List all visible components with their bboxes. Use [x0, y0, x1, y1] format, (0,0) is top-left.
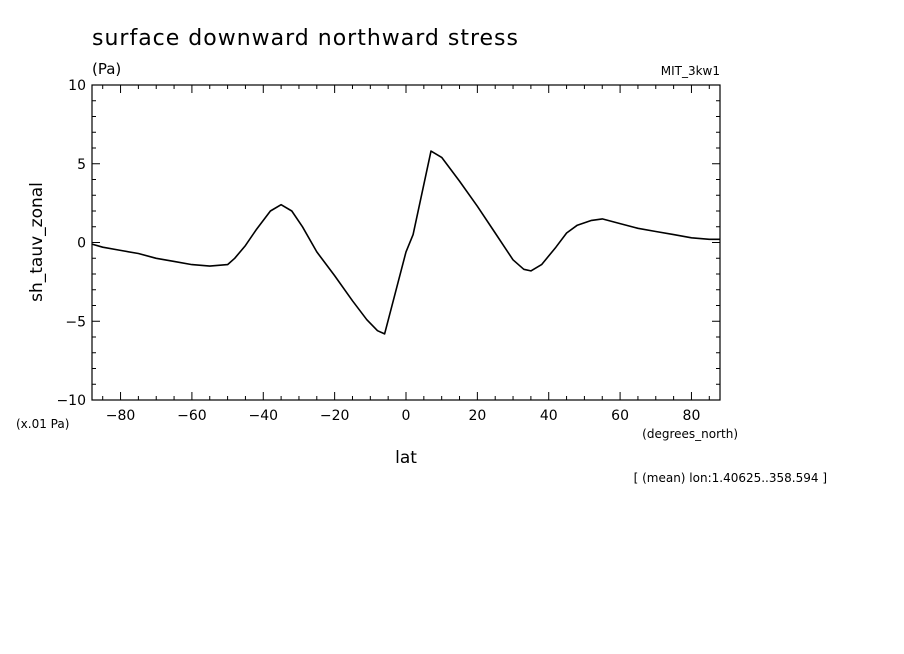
x-tick-label: 0 — [402, 408, 411, 424]
axis-ticks — [92, 84, 720, 401]
x-axis-label: lat — [395, 448, 417, 468]
x-tick-label: 40 — [540, 408, 558, 424]
y-tick-label: −10 — [56, 393, 86, 409]
y-tick-label: −5 — [65, 314, 86, 330]
scale-note: (x.01 Pa) — [16, 417, 69, 431]
model-label: MIT_3kw1 — [661, 64, 720, 78]
y-axis-label: sh_tauv_zonal — [27, 182, 47, 302]
units-label: (Pa) — [92, 60, 121, 78]
chart-title: surface downward northward stress — [92, 26, 519, 51]
x-units-label: (degrees_north) — [642, 427, 738, 441]
x-tick-label: −40 — [248, 408, 278, 424]
x-tick-label: −20 — [320, 408, 350, 424]
footnote: [ (mean) lon:1.40625..358.594 ] — [634, 471, 827, 485]
y-tick-label: 0 — [77, 236, 86, 252]
series-layer — [91, 150, 720, 335]
y-tick-label: 10 — [68, 78, 86, 94]
plot-frame — [91, 84, 721, 401]
x-tick-label: 60 — [611, 408, 629, 424]
x-tick-label: 80 — [683, 408, 701, 424]
x-tick-label: 20 — [468, 408, 486, 424]
y-tick-labels: −10 −5 0 5 10 — [56, 78, 86, 409]
y-tick-label: 5 — [77, 157, 86, 173]
x-tick-label: −60 — [177, 408, 207, 424]
x-tick-label: −80 — [106, 408, 136, 424]
series-line — [91, 150, 720, 335]
x-tick-labels: −80 −60 −40 −20 0 20 40 60 80 — [106, 408, 701, 424]
